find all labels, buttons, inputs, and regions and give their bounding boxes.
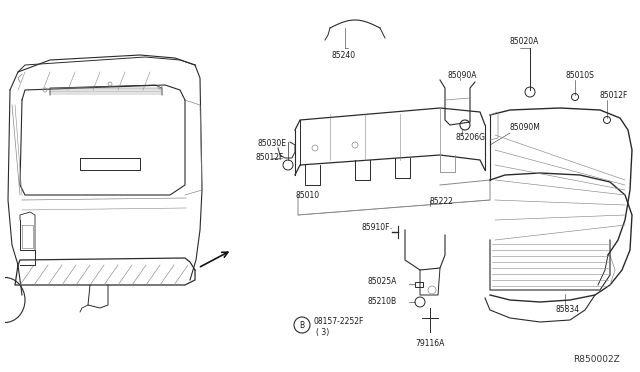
Text: ( 3): ( 3) [316,327,329,337]
Text: 85012F: 85012F [256,154,284,163]
Text: 85222: 85222 [430,198,454,206]
Text: 85010: 85010 [295,190,319,199]
Text: 85012F: 85012F [600,90,628,99]
Text: 85834: 85834 [555,305,579,314]
Text: 85210B: 85210B [368,298,397,307]
Text: 85206G: 85206G [455,132,485,141]
Text: 85025A: 85025A [368,278,397,286]
Text: 85010S: 85010S [565,71,594,80]
Bar [415,282,423,287]
Text: B: B [300,321,305,330]
Text: 85090A: 85090A [447,71,477,80]
Text: 85240: 85240 [332,51,356,60]
Text: 85030E: 85030E [258,138,287,148]
Text: 85020A: 85020A [510,38,540,46]
Text: 85090M: 85090M [510,124,541,132]
Text: 08157-2252F: 08157-2252F [314,317,364,327]
Text: 79116A: 79116A [415,339,444,347]
Text: R850002Z: R850002Z [573,356,620,365]
Text: 85910F: 85910F [362,224,390,232]
